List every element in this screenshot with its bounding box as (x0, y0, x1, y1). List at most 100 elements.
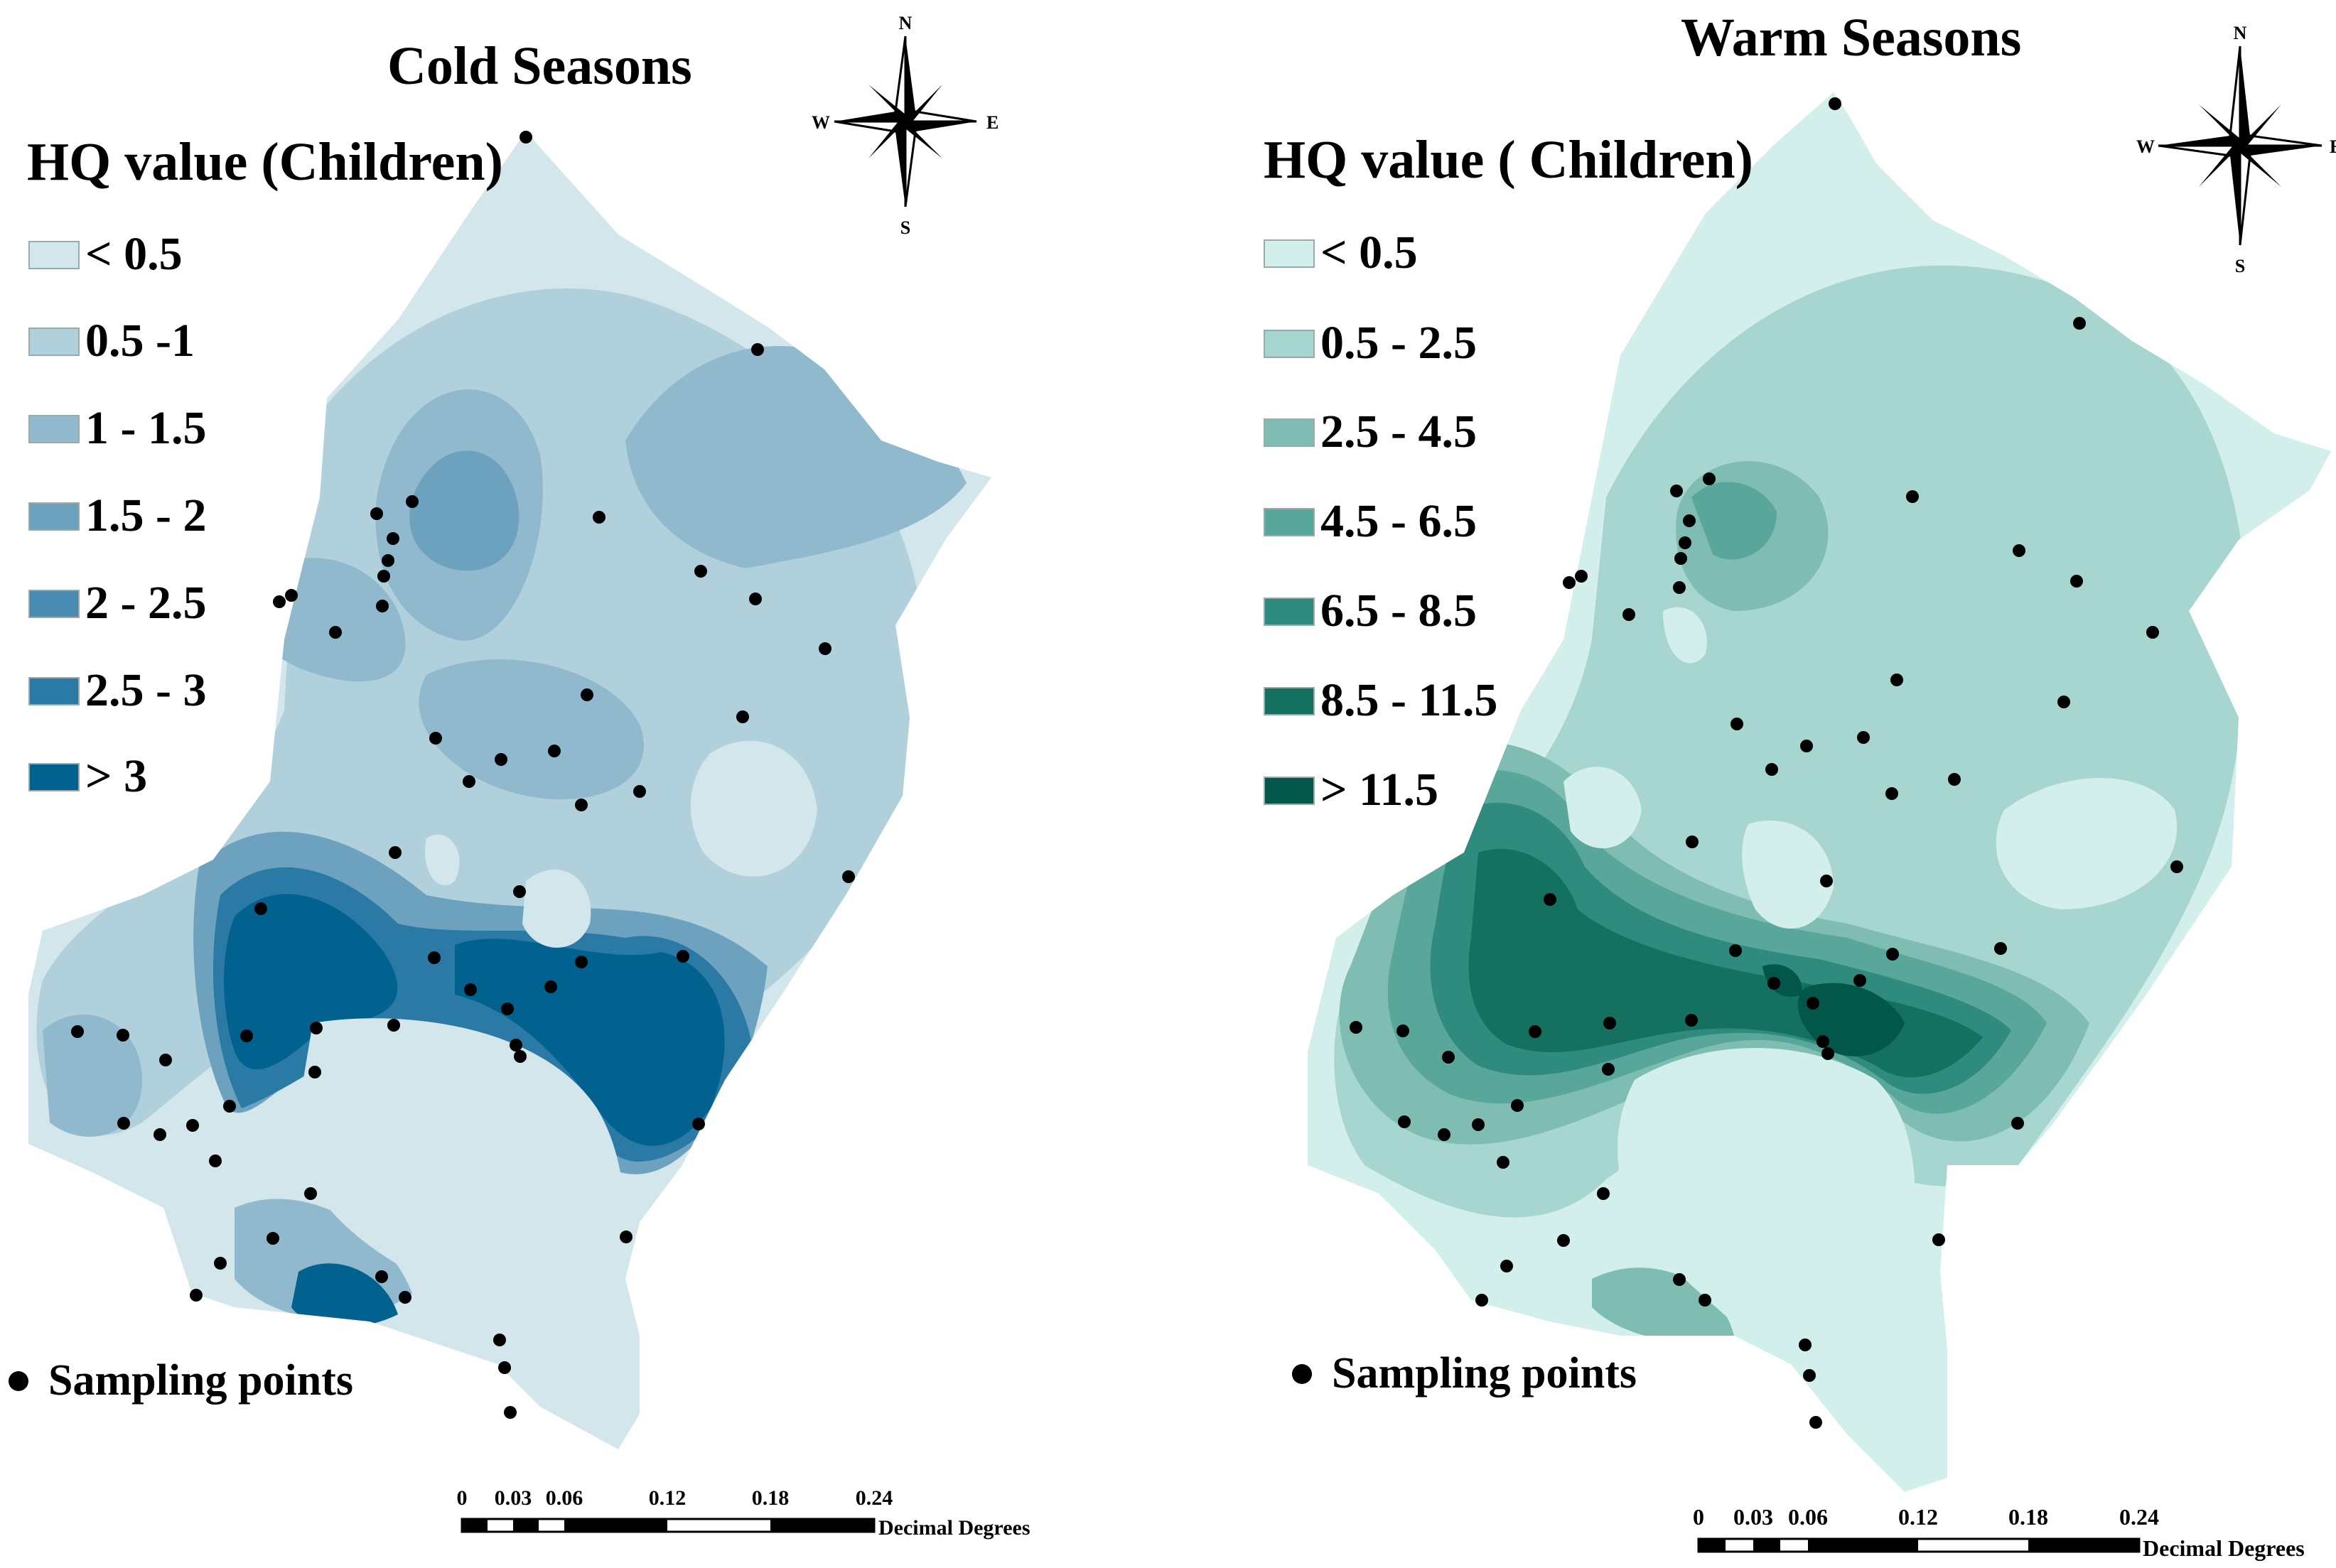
sampling-point (1442, 1051, 1455, 1064)
sampling-point (399, 1291, 411, 1304)
sampling-point (1932, 1233, 1945, 1246)
sampling-point (1679, 536, 1691, 549)
legend-swatch (1264, 508, 1315, 536)
sampling-point (2146, 626, 2159, 639)
scale-tick: 0.12 (1898, 1504, 1938, 1530)
warm-zone-lt-0-5-c (1563, 767, 1642, 848)
warm-zone-lt-0-5-s (1618, 1048, 1915, 1388)
scale-tick: 0.03 (495, 1486, 532, 1510)
legend-swatch (1264, 777, 1315, 805)
legend-swatch (1264, 330, 1315, 358)
sampling-point (389, 846, 402, 859)
sampling-point-icon (9, 1371, 28, 1391)
sampling-point (1731, 718, 1743, 730)
scale-tick: 0.03 (1733, 1504, 1773, 1530)
cold-compass-icon: N S E W (812, 13, 999, 238)
legend-swatch (28, 328, 80, 356)
sampling-point (510, 1039, 522, 1051)
sampling-point (1472, 1118, 1485, 1131)
legend-label: 0.5 - 2.5 (1320, 317, 1477, 369)
sampling-point (186, 1119, 199, 1132)
sampling-point (2070, 575, 2083, 588)
sampling-point (751, 343, 764, 356)
legend-label: > 3 (85, 750, 148, 802)
legend-swatch (28, 677, 80, 705)
scale-tick: 0.24 (856, 1486, 893, 1510)
sampling-point (2073, 317, 2086, 330)
warm-zone-lt-0-5-e (1996, 778, 2178, 909)
legend-swatch (28, 763, 80, 791)
sampling-point (1529, 1025, 1541, 1038)
sampling-point (214, 1257, 227, 1270)
scale-tick: 0.24 (2119, 1504, 2159, 1530)
cold-zone-lt-0-5-s (296, 1018, 627, 1407)
sampling-point (1500, 1260, 1513, 1272)
scale-unit: Decimal Degrees (2143, 1535, 2305, 1561)
sampling-point (749, 593, 762, 605)
sampling-point (620, 1231, 633, 1243)
cold-zone-1-1-5-sw (43, 1014, 142, 1137)
compass-e: E (2330, 136, 2336, 157)
sampling-point (1398, 1115, 1411, 1128)
sampling-point (1703, 472, 1716, 485)
cold-zone-gt-3-w (224, 894, 398, 1070)
warm-sampling-points (1350, 97, 2183, 1429)
scale-tick: 0.18 (2008, 1504, 2048, 1530)
sampling-point (842, 870, 855, 883)
cold-season-map: N S E W 0 0.03 0.06 0.12 0.18 0.24 Decim… (28, 13, 1030, 1540)
sampling-point (329, 626, 342, 639)
cold-scale-bar: 0 0.03 0.06 0.12 0.18 0.24 Decimal Degre… (457, 1486, 1030, 1540)
sampling-point (267, 1232, 279, 1245)
sampling-point (1497, 1156, 1509, 1169)
sampling-point (310, 1022, 323, 1034)
legend-label: 0.5 -1 (85, 315, 195, 367)
compass-s: S (900, 217, 910, 238)
sampling-point (1857, 731, 1870, 744)
warm-scale-bar: 0 0.03 0.06 0.12 0.18 0.24 Decimal Degre… (1693, 1504, 2305, 1561)
sampling-point (1686, 836, 1699, 848)
sampling-point (406, 495, 419, 508)
sampling-point (1765, 763, 1778, 776)
legend-label: 1.5 - 2 (85, 490, 207, 541)
sampling-point (370, 507, 383, 520)
sampling-point (209, 1155, 222, 1167)
sampling-point (1809, 1416, 1822, 1429)
compass-n: N (899, 13, 913, 33)
sampling-point (464, 983, 477, 996)
sampling-point (1890, 674, 1903, 686)
legend-label: 6.5 - 8.5 (1320, 585, 1477, 637)
sampling-point (1563, 576, 1576, 589)
warm-season-map-panel: N S E W 0 0.03 0.06 0.12 0.18 0.24 Decim… (1166, 0, 2336, 1568)
scale-tick: 0.06 (1788, 1504, 1828, 1530)
warm-title: Warm Seasons (1681, 8, 2022, 67)
sampling-point (2013, 544, 2025, 557)
warm-zone-lt-0-5-c2 (1742, 820, 1834, 929)
compass-e: E (986, 112, 999, 133)
sampling-point (377, 570, 390, 583)
cold-sampling-points (71, 131, 855, 1419)
sampling-point (514, 1050, 527, 1063)
sampling-point (1673, 1273, 1686, 1286)
sampling-point (495, 753, 507, 766)
scale-tick: 0 (1693, 1504, 1704, 1530)
sampling-point (498, 1361, 511, 1374)
sampling-point (1438, 1128, 1450, 1141)
sampling-point (1885, 787, 1898, 800)
sampling-point (117, 1117, 130, 1130)
sampling-point (2170, 860, 2183, 873)
sampling-point (1803, 1369, 1816, 1382)
cold-zone-gt-3-e (455, 939, 725, 1146)
sampling-point (1511, 1099, 1524, 1112)
sampling-point (1906, 490, 1919, 503)
sampling-point (1544, 893, 1556, 906)
sampling-point (285, 589, 298, 602)
sampling-point (463, 775, 475, 788)
sampling-point (375, 1270, 388, 1283)
legend-label: 2.5 - 3 (85, 664, 207, 716)
scale-tick: 0.18 (752, 1486, 790, 1510)
sampling-point (1602, 1063, 1615, 1076)
legend-swatch (1264, 598, 1315, 626)
sampling-label: Sampling points (48, 1356, 354, 1405)
warm-zone-lt-0-5-n (1663, 607, 1707, 664)
sampling-point (2057, 696, 2070, 708)
